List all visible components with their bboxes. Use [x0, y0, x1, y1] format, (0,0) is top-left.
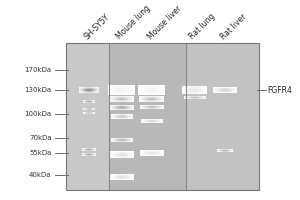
- Text: 40kDa: 40kDa: [29, 172, 52, 178]
- Bar: [109, 43, 185, 190]
- Text: Mouse lung: Mouse lung: [115, 4, 152, 41]
- Text: SH-SY5Y: SH-SY5Y: [82, 12, 111, 41]
- Text: FGFR4: FGFR4: [267, 86, 292, 95]
- Text: Rat liver: Rat liver: [219, 12, 248, 41]
- Text: 170kDa: 170kDa: [25, 67, 52, 73]
- Bar: [66, 43, 259, 190]
- Text: Rat lung: Rat lung: [188, 12, 217, 41]
- Text: 130kDa: 130kDa: [25, 87, 52, 93]
- Text: 100kDa: 100kDa: [25, 111, 52, 117]
- Text: Mouse liver: Mouse liver: [146, 4, 183, 41]
- Text: 55kDa: 55kDa: [29, 150, 52, 156]
- Bar: [66, 43, 109, 190]
- Bar: [185, 43, 259, 190]
- Text: 70kDa: 70kDa: [29, 135, 52, 141]
